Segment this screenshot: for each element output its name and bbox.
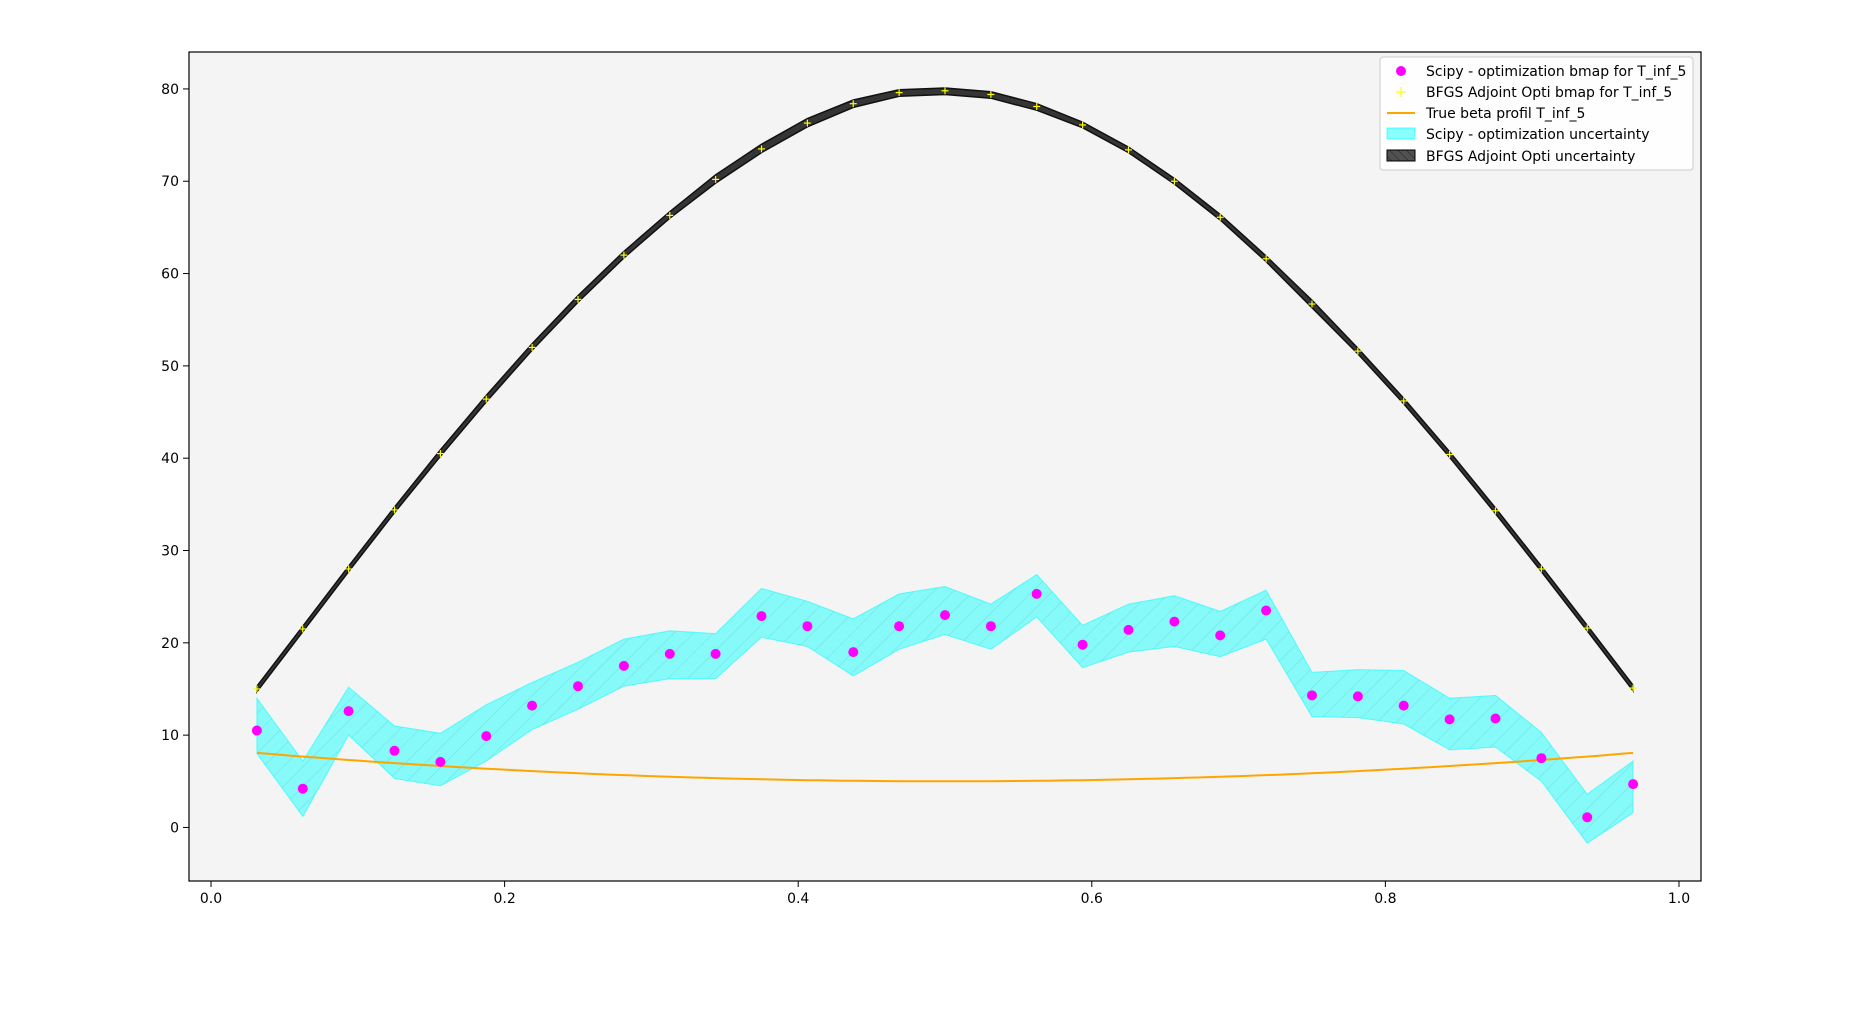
scipy-bmap-point	[664, 648, 675, 659]
bfgs-bmap-point	[436, 450, 444, 458]
y-tick-label: 60	[161, 267, 179, 283]
bfgs-bmap-point	[528, 343, 536, 351]
legend-label-scipy-uncertainty: Scipy - optimization uncertainty	[1426, 127, 1650, 143]
bfgs-bmap-point	[1446, 450, 1454, 458]
y-tick-label: 30	[161, 544, 179, 560]
bfgs-bmap-point	[253, 685, 261, 693]
legend-label-scipy-bmap: Scipy - optimization bmap for T_inf_5	[1426, 64, 1686, 80]
scipy-bmap-point	[297, 783, 308, 794]
scipy-bmap-point	[1536, 753, 1547, 764]
scipy-bmap-point	[940, 610, 950, 621]
legend-label-bfgs-uncertainty: BFGS Adjoint Opti uncertainty	[1426, 149, 1635, 165]
bfgs-bmap-point	[1400, 397, 1408, 405]
bfgs-bmap-point	[712, 175, 720, 183]
scipy-bmap-point	[573, 681, 583, 692]
scipy-bmap-point	[1077, 639, 1088, 650]
scipy-bmap-point	[1261, 605, 1272, 616]
x-tick-label: 0.2	[493, 891, 515, 907]
y-axis: 0 10 20 30 40 50 60 70 80	[161, 82, 189, 836]
bfgs-bmap-point	[987, 90, 995, 98]
bfgs-bmap-point	[666, 211, 674, 219]
y-tick-label: 0	[170, 820, 179, 836]
scipy-bmap-point	[848, 647, 859, 658]
y-tick-label: 20	[161, 636, 179, 652]
bfgs-bmap-point	[391, 506, 399, 514]
true-profile-line	[256, 751, 1634, 783]
y-tick-label: 40	[161, 451, 179, 467]
scipy-bmap-point	[1352, 691, 1363, 702]
scipy-bmap-point	[1123, 624, 1134, 635]
legend: Scipy - optimization bmap for T_inf_5 BF…	[1379, 56, 1694, 171]
data-markers	[251, 87, 1639, 823]
legend-box	[1379, 56, 1694, 171]
bfgs-bmap-point	[1583, 624, 1591, 632]
bfgs-bmap-point	[482, 395, 490, 403]
scipy-bmap-point	[1031, 588, 1042, 599]
scipy-bmap-point	[1628, 779, 1639, 790]
bfgs-bmap-point	[1629, 684, 1637, 692]
profile-lines	[256, 751, 1634, 783]
y-tick-label: 50	[161, 359, 179, 375]
scipy-bmap-point	[1307, 690, 1317, 701]
legend-marker-bfgs-bmap	[1396, 87, 1406, 97]
x-tick-label: 1.0	[1668, 891, 1690, 907]
legend-label-true-profile: True beta profil T_inf_5	[1425, 106, 1585, 122]
bfgs-bmap-point	[1354, 347, 1362, 355]
scipy-bmap-point	[435, 756, 446, 767]
scipy-bmap-point	[481, 731, 492, 742]
scipy-bmap-point	[1444, 714, 1455, 725]
scipy-bmap-point	[1215, 630, 1226, 641]
bfgs-bmap-point	[941, 87, 949, 95]
bfgs-bmap-point	[803, 119, 811, 127]
bfgs-bmap-point	[1491, 507, 1499, 515]
bfgs-bmap-point	[620, 251, 628, 259]
scipy-bmap-point	[251, 725, 262, 736]
scipy-bmap-point	[527, 700, 538, 711]
scipy-bmap-point	[756, 611, 767, 622]
y-tick-label: 70	[161, 174, 179, 190]
y-tick-label: 80	[161, 82, 179, 98]
plot-frame	[188, 51, 1702, 882]
bfgs-bmap-point	[849, 100, 857, 108]
x-tick-label: 0.4	[787, 891, 809, 907]
scipy-bmap-point	[618, 660, 629, 671]
x-tick-label: 0.6	[1081, 891, 1103, 907]
bfgs-bmap-point	[1033, 102, 1041, 110]
legend-label-bfgs-bmap: BFGS Adjoint Opti bmap for T_inf_5	[1426, 85, 1672, 101]
scipy-bmap-point	[802, 621, 813, 632]
bfgs-bmap-point	[1124, 146, 1132, 154]
scipy-bmap-point	[894, 621, 905, 632]
bfgs-bmap-point	[895, 89, 903, 97]
bfgs-bmap-point	[1079, 121, 1087, 129]
bfgs-bmap-point	[1537, 565, 1545, 573]
scipy-bmap-point	[1169, 616, 1180, 627]
bfgs-bmap-point	[1170, 177, 1178, 185]
x-axis: 0.0 0.2 0.4 0.6 0.8 1.0	[200, 881, 1690, 907]
bfgs-bmap-point	[758, 145, 766, 153]
scipy-bmap-point	[1582, 812, 1593, 823]
x-tick-label: 0.8	[1374, 891, 1396, 907]
scipy-bmap-point	[389, 745, 400, 756]
bfgs-bmap-point	[345, 565, 353, 573]
scipy-bmap-point	[1398, 700, 1409, 711]
scipy-bmap-point	[985, 621, 996, 632]
scipy-bmap-point	[710, 648, 721, 659]
scipy-uncertainty-hatch	[256, 574, 1634, 844]
bfgs-bmap-point	[1216, 213, 1224, 221]
legend-patch-scipy-uncertainty	[1386, 127, 1416, 140]
bfgs-bmap-point	[1262, 255, 1270, 263]
legend-marker-scipy-bmap	[1396, 66, 1406, 76]
bfgs-bmap-point	[574, 295, 582, 303]
x-tick-label: 0.0	[200, 891, 222, 907]
scipy-bmap-point	[1490, 713, 1501, 724]
y-tick-label: 10	[161, 728, 179, 744]
bfgs-bmap-point	[299, 625, 307, 633]
legend-patch-bfgs-hatch	[1387, 150, 1415, 161]
bfgs-bmap-point	[1308, 300, 1316, 308]
scipy-bmap-point	[343, 706, 354, 717]
